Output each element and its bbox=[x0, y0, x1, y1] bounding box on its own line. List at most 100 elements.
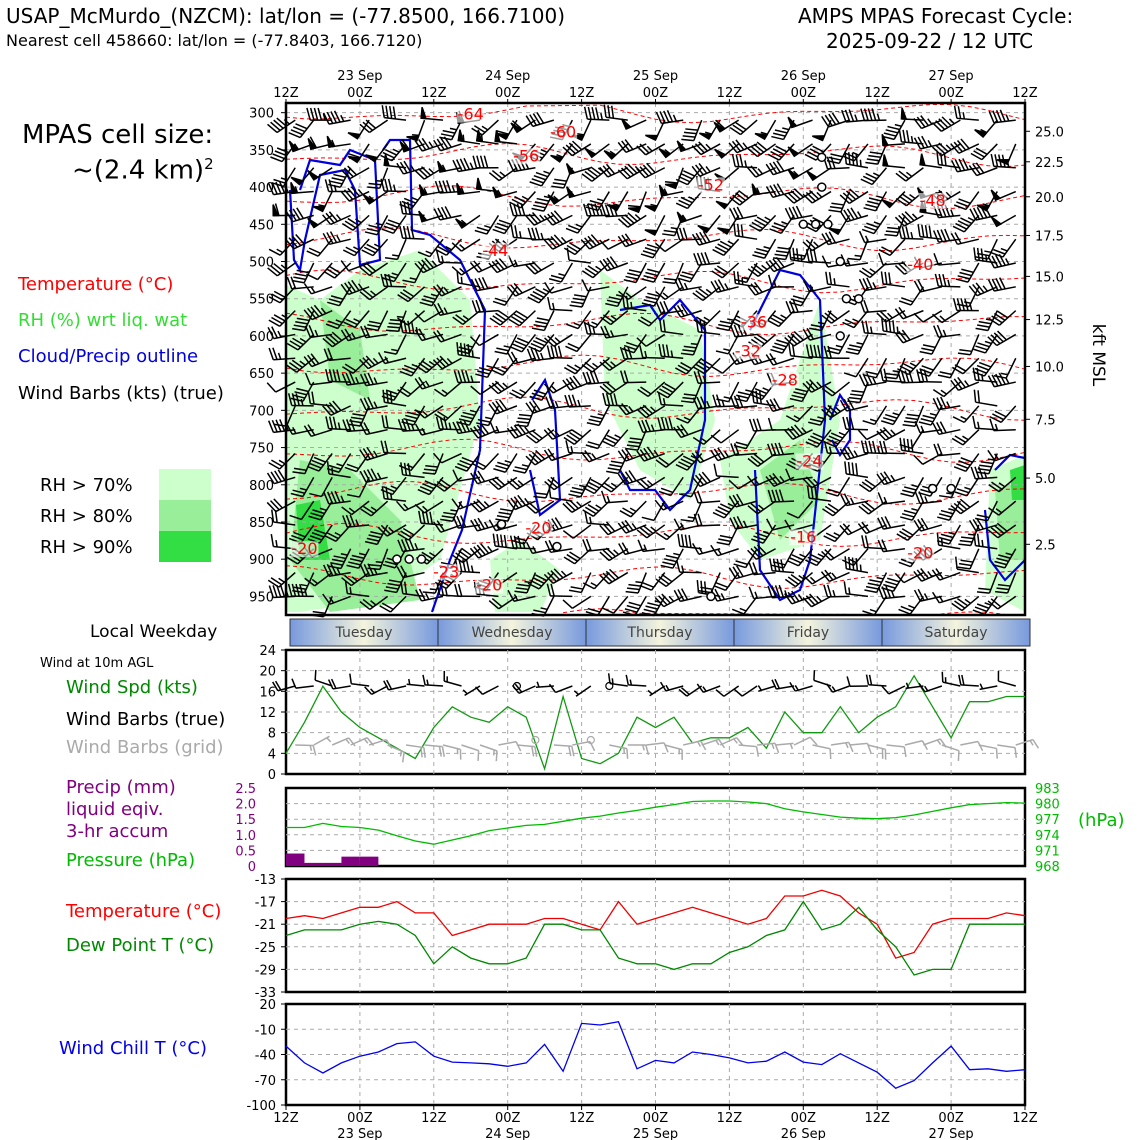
barb-flag bbox=[406, 226, 411, 239]
wind-barb bbox=[452, 310, 481, 326]
barb-flag bbox=[291, 235, 302, 247]
barb-flag bbox=[293, 531, 306, 538]
wind-barb bbox=[660, 548, 684, 569]
barb-flag bbox=[380, 440, 385, 454]
wind-barb bbox=[469, 498, 499, 513]
barb-flag bbox=[599, 239, 609, 250]
barb-flag bbox=[436, 520, 445, 532]
barb-flag bbox=[775, 250, 789, 254]
barb-flag bbox=[587, 321, 592, 335]
barb-flag bbox=[421, 551, 433, 560]
barb-flag bbox=[380, 178, 385, 192]
wind-barb bbox=[307, 524, 333, 544]
wind-barb bbox=[367, 167, 389, 190]
wind-barb bbox=[432, 284, 462, 297]
barb-flag bbox=[498, 257, 508, 269]
barb-pennant bbox=[882, 154, 889, 167]
barb-flag bbox=[271, 419, 278, 433]
barb-flag bbox=[913, 118, 923, 129]
wind-barb bbox=[548, 485, 573, 502]
precip-bar bbox=[304, 862, 323, 866]
barb-half-flag bbox=[741, 276, 749, 280]
barb-flag bbox=[511, 120, 523, 130]
barb-flag bbox=[977, 324, 990, 328]
barb-flag bbox=[678, 199, 691, 207]
barb-flag bbox=[330, 295, 344, 300]
wind-barb bbox=[489, 421, 518, 434]
barb-flag bbox=[606, 434, 619, 442]
barb-half-flag bbox=[351, 332, 356, 339]
barb-flag bbox=[751, 538, 764, 544]
barb-flag bbox=[491, 597, 503, 608]
wind-barb bbox=[359, 595, 389, 611]
barb-pennant bbox=[805, 170, 819, 182]
y-tick-label: -10 bbox=[255, 1023, 276, 1038]
precip-label-2: liquid eqiv. bbox=[66, 799, 164, 820]
barb-pennant bbox=[664, 182, 679, 190]
barb-half-flag bbox=[910, 136, 914, 144]
barb-flag bbox=[805, 380, 816, 392]
barb-flag bbox=[469, 547, 480, 559]
barb-flag bbox=[459, 515, 467, 528]
barb-half-flag bbox=[499, 171, 506, 177]
barb-flag bbox=[750, 145, 762, 155]
barb-half-flag bbox=[333, 184, 337, 192]
wind-barb bbox=[733, 223, 758, 240]
barb-flag bbox=[483, 155, 489, 168]
wind-barb bbox=[328, 548, 352, 570]
barb-half-flag bbox=[936, 739, 942, 745]
barb-flag bbox=[735, 122, 747, 131]
barb-flag bbox=[691, 476, 701, 487]
barb-flag bbox=[755, 247, 769, 253]
barb-flag bbox=[952, 298, 958, 311]
barb-flag bbox=[809, 344, 814, 358]
barb-flag bbox=[381, 602, 394, 611]
wind-barb bbox=[884, 215, 906, 237]
height-tick-label: 2.5 bbox=[1035, 538, 1056, 553]
barb-half-flag bbox=[300, 583, 308, 587]
barb-flag bbox=[273, 178, 286, 184]
barb-half-flag bbox=[816, 595, 823, 602]
wind-barb bbox=[365, 310, 389, 332]
barb-flag bbox=[552, 182, 566, 186]
barb-flag bbox=[680, 588, 689, 601]
barb-flag bbox=[718, 323, 731, 328]
barb-flag bbox=[333, 110, 341, 123]
barb-flag bbox=[550, 236, 560, 247]
barb-flag bbox=[905, 417, 918, 421]
barb-flag bbox=[516, 337, 530, 344]
barb-flag bbox=[655, 301, 663, 315]
barb-flag bbox=[617, 141, 627, 153]
barb-flag bbox=[772, 558, 777, 572]
barb-flag bbox=[329, 231, 338, 243]
barb-flag bbox=[528, 213, 539, 224]
barb-flag bbox=[748, 224, 761, 232]
barb-flag bbox=[602, 523, 612, 534]
wind-barb-grid bbox=[812, 744, 832, 760]
wind-barb bbox=[788, 247, 813, 264]
barb-flag bbox=[329, 180, 343, 185]
barb-flag bbox=[359, 564, 367, 577]
barb-flag bbox=[292, 394, 306, 399]
wind-barb bbox=[990, 189, 1017, 202]
barb-flag bbox=[566, 434, 578, 443]
barb-flag bbox=[359, 601, 371, 611]
barb-flag bbox=[285, 422, 293, 435]
barb-flag bbox=[939, 152, 944, 166]
barb-flag bbox=[805, 595, 816, 606]
barb-half-flag bbox=[630, 301, 633, 309]
barb-staff bbox=[458, 476, 481, 482]
wind-barb bbox=[805, 548, 832, 567]
barb-flag bbox=[455, 552, 467, 561]
height-tick-label: 25.0 bbox=[1035, 125, 1064, 140]
barb-flag bbox=[507, 159, 515, 172]
barb-flag bbox=[529, 114, 538, 126]
barb-pennant bbox=[290, 176, 304, 186]
wind-barb bbox=[894, 306, 924, 320]
barb-flag bbox=[422, 591, 436, 594]
barb-flag bbox=[534, 347, 541, 361]
barb-half-flag bbox=[428, 141, 434, 148]
wind-barb bbox=[655, 109, 684, 125]
barb-flag bbox=[364, 686, 373, 695]
barb-flag bbox=[266, 472, 275, 485]
